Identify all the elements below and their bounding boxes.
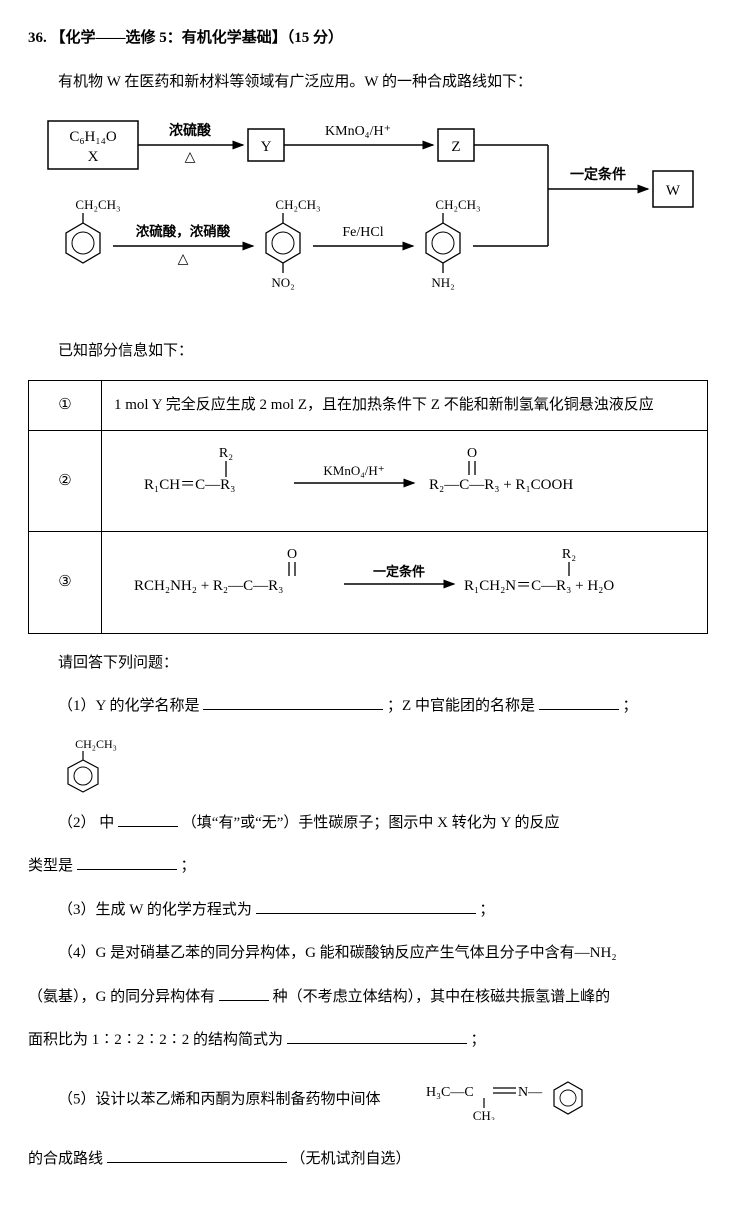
q4c: 种（不考虑立体结构），其中在核磁共振氢谱上峰的 xyxy=(273,989,611,1005)
svg-text:R₁CH＝C—R₃: R₁CH＝C—R₃ xyxy=(144,477,235,493)
question-2-line2: 类型是 ； xyxy=(28,852,708,881)
question-heading: 36. 【化学——选修 5：有机化学基础】（15 分） xyxy=(28,24,708,53)
svg-text:NO₂: NO₂ xyxy=(271,275,294,290)
pamino-structure: CH₂CH₃ NH₂ xyxy=(426,197,481,290)
intro-text: 有机物 W 在医药和新材料等领域有广泛应用。W 的一种合成路线如下： xyxy=(28,68,708,97)
question-5-l2: 的合成路线 （无机试剂自选） xyxy=(28,1145,708,1174)
box-y: Y xyxy=(261,139,272,155)
arrow-a-top: 浓硫酸，浓硝酸 xyxy=(136,223,231,239)
arrow-a-bot: △ xyxy=(178,252,189,267)
svg-text:R₂—C—R₃ + R₁COOH: R₂—C—R₃ + R₁COOH xyxy=(429,477,573,493)
arrow-xy-bot: △ xyxy=(185,150,196,165)
cell-r3-fig: O RCH₂NH₂ + R₂—C—R₃ 一定条件 R₂ R₁CH₂N＝C—R₃ … xyxy=(102,532,708,634)
question-2: （2） 中 （填“有”或“无”）手性碳原子；图示中 X 转化为 Y 的反应 xyxy=(28,809,708,838)
synthesis-scheme: C₆H₁₄O X 浓硫酸 △ Y KMnO₄/H⁺ Z 一定条件 W CH₂CH… xyxy=(28,111,708,322)
cell-r2-num: ② xyxy=(29,430,102,532)
q5b: 的合成路线 xyxy=(28,1151,103,1167)
q2d: 类型是 xyxy=(28,858,73,874)
cell-r3-num: ③ xyxy=(29,532,102,634)
q5c: （无机试剂自选） xyxy=(291,1151,411,1167)
blank-z-group xyxy=(539,694,619,710)
box-x-bot: X xyxy=(88,149,99,165)
svg-text:O: O xyxy=(287,547,297,562)
svg-text:R₁CH₂N＝C—R₃ + H₂O: R₁CH₂N＝C—R₃ + H₂O xyxy=(464,578,614,594)
q4b: （氨基），G 的同分异构体有 xyxy=(28,989,215,1005)
question-4-l1: （4）G 是对硝基乙苯的同分异构体，G 能和碳酸钠反应产生气体且分子中含有—NH… xyxy=(28,939,708,968)
question-4-l3: 面积比为 1∶2∶2∶2∶2 的结构简式为 ； xyxy=(28,1026,708,1055)
table-row: ② R₂ R₁CH＝C—R₃ KMnO₄/H⁺ O R₂—C—R xyxy=(29,430,708,532)
pnitro-structure: CH₂CH₃ NO₂ xyxy=(266,197,321,290)
q1b: ；Z 中官能团的名称是 xyxy=(387,698,535,714)
blank-struct-formula xyxy=(287,1028,467,1044)
question-number: 36. xyxy=(28,30,47,46)
q1c: ； xyxy=(622,698,637,714)
svg-text:RCH₂NH₂ + R₂—C—R₃: RCH₂NH₂ + R₂—C—R₃ xyxy=(134,578,283,594)
svg-text:R₂: R₂ xyxy=(219,446,233,461)
blank-y-name xyxy=(203,694,383,710)
svg-text:CH₂CH₃: CH₂CH₃ xyxy=(275,197,320,212)
q2a: （2） xyxy=(58,815,96,831)
arrow-b-top: Fe/HCl xyxy=(342,225,383,240)
q2b: 中 xyxy=(99,815,114,831)
svg-text:N—: N— xyxy=(518,1085,543,1100)
question-5-l1: （5）设计以苯乙烯和丙酮为原料制备药物中间体 H₃C—C N— CH₃ xyxy=(28,1070,708,1131)
table-row: ① 1 mol Y 完全反应生成 2 mol Z，且在加热条件下 Z 不能和新制… xyxy=(29,381,708,431)
question-3: （3）生成 W 的化学方程式为 ； xyxy=(28,896,708,925)
arrow-yz-top: KMnO₄/H⁺ xyxy=(325,124,391,139)
blank-rxn-type xyxy=(77,854,177,870)
question-2-mol: CH₂CH₃ xyxy=(28,736,708,794)
q3a: （3）生成 W 的化学方程式为 xyxy=(58,902,252,918)
q4d: 面积比为 1∶2∶2∶2∶2 的结构简式为 xyxy=(28,1032,283,1048)
known-header: 已知部分信息如下： xyxy=(28,337,708,366)
svg-text:CH₂CH₃: CH₂CH₃ xyxy=(75,197,120,212)
svg-text:NH₂: NH₂ xyxy=(431,275,454,290)
svg-text:R₂: R₂ xyxy=(562,547,576,562)
svg-text:一定条件: 一定条件 xyxy=(373,564,425,579)
ethylbenzene-structure: CH₂CH₃ xyxy=(66,197,121,263)
blank-synthesis-route xyxy=(107,1147,287,1163)
cell-r1-text: 1 mol Y 完全反应生成 2 mol Z，且在加热条件下 Z 不能和新制氢氧… xyxy=(102,381,708,431)
svg-text:CH₂CH₃: CH₂CH₃ xyxy=(435,197,480,212)
question-4-l2: （氨基），G 的同分异构体有 种（不考虑立体结构），其中在核磁共振氢谱上峰的 xyxy=(28,983,708,1012)
blank-isomer-count xyxy=(219,985,269,1001)
question-1: （1）Y 的化学名称是 ；Z 中官能团的名称是 ； xyxy=(28,692,708,721)
q4e: ； xyxy=(471,1032,486,1048)
q1a: （1）Y 的化学名称是 xyxy=(58,698,200,714)
arrow-zw-top: 一定条件 xyxy=(570,166,626,183)
blank-chiral xyxy=(118,811,178,827)
info-table: ① 1 mol Y 完全反应生成 2 mol Z，且在加热条件下 Z 不能和新制… xyxy=(28,380,708,634)
svg-text:CH₃: CH₃ xyxy=(473,1108,496,1120)
svg-text:H₃C—C: H₃C—C xyxy=(426,1085,474,1100)
blank-w-eqn xyxy=(256,898,476,914)
questions-header: 请回答下列问题： xyxy=(28,649,708,678)
box-w: W xyxy=(666,183,681,199)
question-title: 【化学——选修 5：有机化学基础】（15 分） xyxy=(51,30,344,46)
q5a: （5）设计以苯乙烯和丙酮为原料制备药物中间体 xyxy=(58,1091,381,1107)
svg-text:KMnO₄/H⁺: KMnO₄/H⁺ xyxy=(323,463,384,478)
q2c: （填“有”或“无”）手性碳原子；图示中 X 转化为 Y 的反应 xyxy=(182,815,560,831)
svg-text:CH₂CH₃: CH₂CH₃ xyxy=(75,737,117,751)
box-z: Z xyxy=(451,139,460,155)
q3b: ； xyxy=(479,902,494,918)
table-row: ③ O RCH₂NH₂ + R₂—C—R₃ 一定条件 R₂ R₁ xyxy=(29,532,708,634)
box-x-top: C₆H₁₄O xyxy=(69,129,117,145)
svg-text:O: O xyxy=(467,446,477,461)
cell-r1-num: ① xyxy=(29,381,102,431)
arrow-xy-top: 浓硫酸 xyxy=(169,122,212,139)
q2e: ； xyxy=(181,858,196,874)
cell-r2-fig: R₂ R₁CH＝C—R₃ KMnO₄/H⁺ O R₂—C—R₃ + R₁COOH xyxy=(102,430,708,532)
